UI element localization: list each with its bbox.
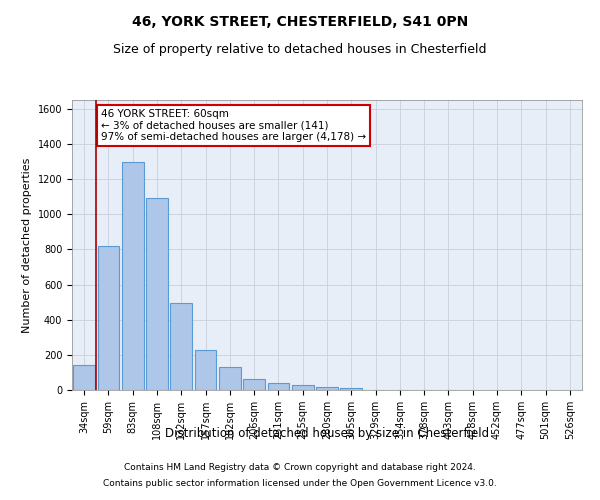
Bar bbox=[73, 366, 95, 390]
Text: Distribution of detached houses by size in Chesterfield: Distribution of detached houses by size … bbox=[165, 428, 489, 440]
Y-axis label: Number of detached properties: Number of detached properties bbox=[22, 158, 32, 332]
Text: 46, YORK STREET, CHESTERFIELD, S41 0PN: 46, YORK STREET, CHESTERFIELD, S41 0PN bbox=[132, 15, 468, 29]
Text: Contains HM Land Registry data © Crown copyright and database right 2024.: Contains HM Land Registry data © Crown c… bbox=[124, 464, 476, 472]
Bar bbox=[219, 367, 241, 390]
Text: Size of property relative to detached houses in Chesterfield: Size of property relative to detached ho… bbox=[113, 42, 487, 56]
Text: Contains public sector information licensed under the Open Government Licence v3: Contains public sector information licen… bbox=[103, 478, 497, 488]
Bar bbox=[316, 387, 338, 390]
Bar bbox=[292, 386, 314, 390]
Bar bbox=[146, 198, 168, 390]
Bar bbox=[170, 303, 192, 390]
Bar bbox=[340, 388, 362, 390]
Bar bbox=[268, 384, 289, 390]
Bar bbox=[243, 378, 265, 390]
Bar bbox=[194, 350, 217, 390]
Bar bbox=[122, 162, 143, 390]
Text: 46 YORK STREET: 60sqm
← 3% of detached houses are smaller (141)
97% of semi-deta: 46 YORK STREET: 60sqm ← 3% of detached h… bbox=[101, 109, 366, 142]
Bar bbox=[97, 246, 119, 390]
